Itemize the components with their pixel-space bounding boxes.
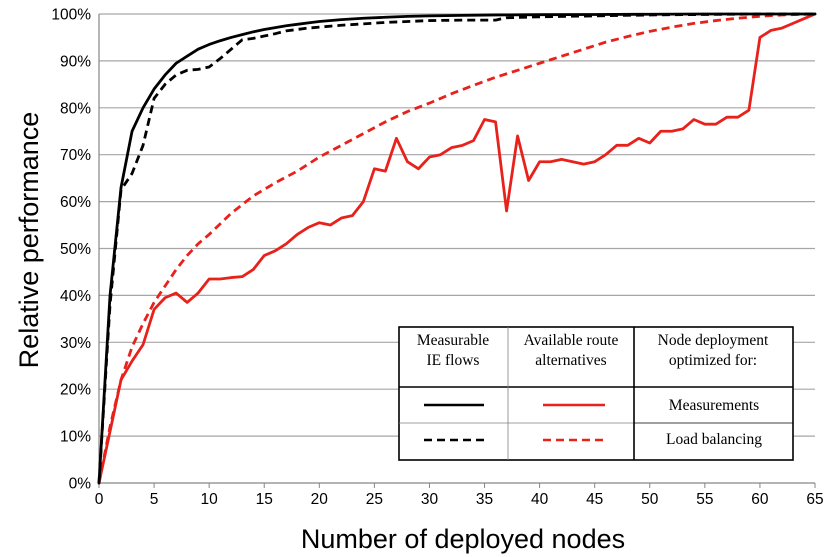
y-tick-label: 60% — [60, 194, 91, 211]
y-tick-label: 20% — [60, 382, 91, 399]
legend-header-line: Available route — [524, 332, 619, 349]
y-tick-label: 10% — [60, 429, 91, 446]
y-tick-label: 100% — [51, 7, 91, 24]
x-tick-label: 50 — [641, 491, 659, 508]
y-tick-label: 70% — [60, 147, 91, 164]
legend-header-line: Measurable — [417, 332, 489, 349]
legend-row-load-balancing: Load balancing — [666, 431, 762, 448]
series-line — [97, 12, 816, 484]
x-tick-label: 0 — [95, 491, 104, 508]
y-tick-label: 0% — [69, 476, 92, 493]
x-tick-label: 35 — [476, 491, 493, 508]
series-line — [97, 12, 817, 485]
y-tick-label: 90% — [60, 53, 91, 70]
x-tick-label: 20 — [311, 491, 329, 508]
x-tick-label: 15 — [256, 491, 273, 508]
legend-header-line: IE flows — [427, 352, 480, 369]
legend-header-line: Node deployment — [658, 332, 769, 349]
y-tick-label: 40% — [60, 288, 91, 305]
legend-row-measurements: Measurements — [669, 397, 759, 414]
y-tick-label: 30% — [60, 335, 91, 352]
legend-header-route-alternatives: Available route alternatives — [524, 332, 619, 369]
y-axis-title: Relative performance — [14, 112, 44, 369]
legend: Measurable IE flows Available route altern… — [398, 326, 794, 461]
axes — [98, 14, 816, 488]
x-tick-label: 65 — [806, 491, 823, 508]
x-tick-label: 60 — [751, 491, 769, 508]
x-tick-label: 5 — [150, 491, 159, 508]
x-tick-label: 25 — [366, 491, 383, 508]
series-lines — [97, 12, 817, 485]
series-line — [97, 12, 815, 484]
series-line — [97, 12, 817, 485]
x-tick-label: 45 — [586, 491, 603, 508]
legend-header-ie-flows: Measurable IE flows — [417, 332, 489, 369]
x-tick-label: 10 — [201, 491, 219, 508]
legend-header-line: optimized for: — [669, 352, 757, 369]
legend-box — [398, 326, 794, 461]
x-axis-title: Number of deployed nodes — [301, 524, 625, 554]
tick-labels: 0% 10% 20% 30% 40% 50% 60% 70% 80% 90% 100% 0 5 10 15 2… — [51, 7, 823, 509]
legend-header-line: alternatives — [535, 352, 606, 369]
y-tick-label: 80% — [60, 100, 91, 117]
y-tick-label: 50% — [60, 241, 91, 258]
x-tick-label: 30 — [421, 491, 439, 508]
legend-header-deployment: Node deployment optimized for: — [658, 332, 769, 369]
x-tick-label: 40 — [531, 491, 549, 508]
x-tick-label: 55 — [696, 491, 713, 508]
